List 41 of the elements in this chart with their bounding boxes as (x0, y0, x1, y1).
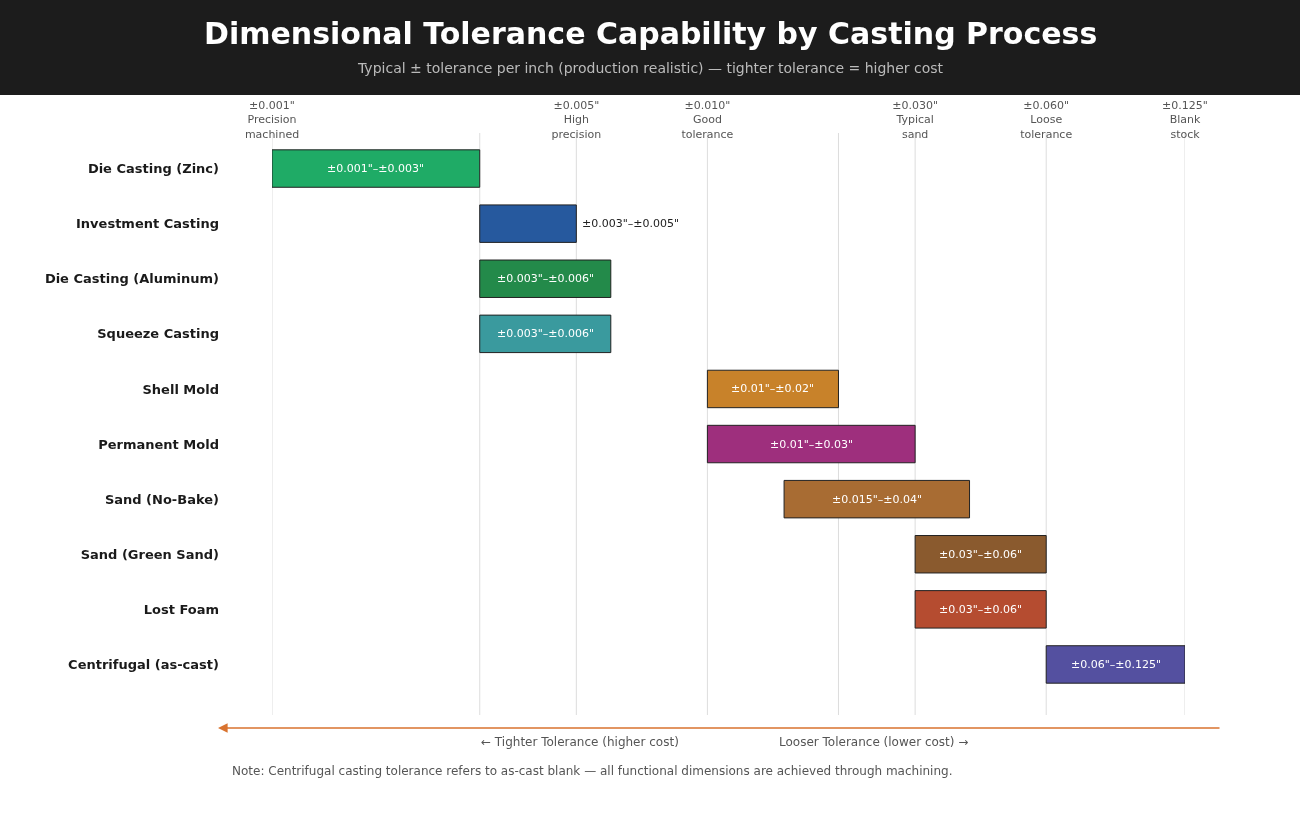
x-tick-label: ±0.005" High precision (551, 99, 602, 141)
bar (479, 314, 612, 354)
data-label: ±0.03"–±0.06" (939, 603, 1023, 616)
text: ← Tighter Tolerance (higher cost) (481, 735, 679, 749)
bar (272, 149, 481, 188)
y-tick-label: Squeeze Casting (97, 326, 219, 342)
bar (783, 479, 971, 519)
chart-title: Dimensional Tolerance Capability by Casting Process (204, 16, 1098, 51)
data-label: ±0.03"–±0.06" (939, 548, 1023, 561)
x-tick-label: ±0.010" Good tolerance (681, 99, 734, 141)
text: Note: Centrifugal casting tolerance refers to as-cast blank — all functional dimensions are achieved through machining. (232, 764, 953, 778)
data-label: ±0.001"–±0.003" (327, 162, 425, 175)
x-tick-label: ±0.060" Loose tolerance (1020, 99, 1073, 141)
bar (914, 535, 1047, 574)
y-tick-label: Centrifugal (as-cast) (68, 657, 219, 672)
x-tick-label: ±0.125" Blank stock (1162, 99, 1208, 141)
bar (1045, 645, 1185, 684)
data-label: ±0.01"–±0.02" (731, 382, 815, 395)
text: Looser Tolerance (lower cost) → (779, 735, 969, 749)
chart-subtitle: Typical ± tolerance per inch (production realistic) — tighter tolerance = higher cost (357, 60, 944, 76)
x-tick-label: ±0.001" Precision machined (244, 99, 300, 141)
bar (914, 590, 1047, 629)
y-tick-label: Sand (Green Sand) (80, 546, 219, 562)
y-tick-label: Die Casting (Aluminum) (44, 271, 219, 287)
bar (706, 424, 916, 464)
data-label: ±0.003"–±0.006" (497, 327, 595, 340)
y-tick-label: Sand (No-Bake) (104, 491, 219, 507)
data-label: ±0.015"–±0.04" (832, 493, 923, 506)
y-tick-label: Permanent Mold (98, 436, 219, 452)
x-tick-label: ±0.030" Typical sand (892, 99, 939, 141)
bar (706, 369, 839, 409)
bar (479, 204, 577, 243)
data-label: ±0.06"–±0.125" (1071, 658, 1162, 671)
data-label: ±0.003"–±0.006" (497, 272, 595, 285)
y-tick-label: Investment Casting (76, 216, 219, 232)
bar (479, 259, 612, 298)
y-tick-label: Die Casting (Zinc) (87, 161, 219, 177)
y-tick-label: Lost Foam (143, 601, 219, 617)
data-label: ±0.003"–±0.005" (582, 217, 680, 230)
data-label: ±0.01"–±0.03" (770, 438, 854, 451)
y-tick-label: Shell Mold (142, 381, 219, 397)
